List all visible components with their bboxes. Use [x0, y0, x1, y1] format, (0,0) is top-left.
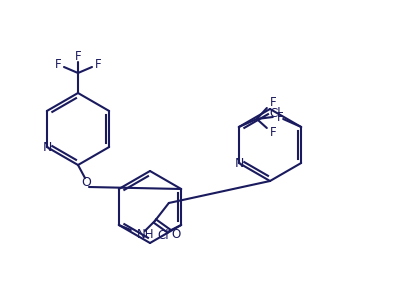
Text: F: F [95, 57, 101, 71]
Text: F: F [276, 111, 283, 123]
Text: O: O [171, 228, 180, 242]
Text: F: F [270, 126, 276, 138]
Text: N: N [43, 141, 52, 154]
Text: N: N [235, 157, 244, 169]
Text: F: F [75, 49, 81, 63]
Text: Cl: Cl [269, 107, 281, 119]
Text: O: O [81, 177, 91, 189]
Text: F: F [55, 57, 61, 71]
Text: NH: NH [137, 228, 154, 242]
Text: Cl: Cl [157, 228, 169, 242]
Text: F: F [270, 95, 276, 108]
